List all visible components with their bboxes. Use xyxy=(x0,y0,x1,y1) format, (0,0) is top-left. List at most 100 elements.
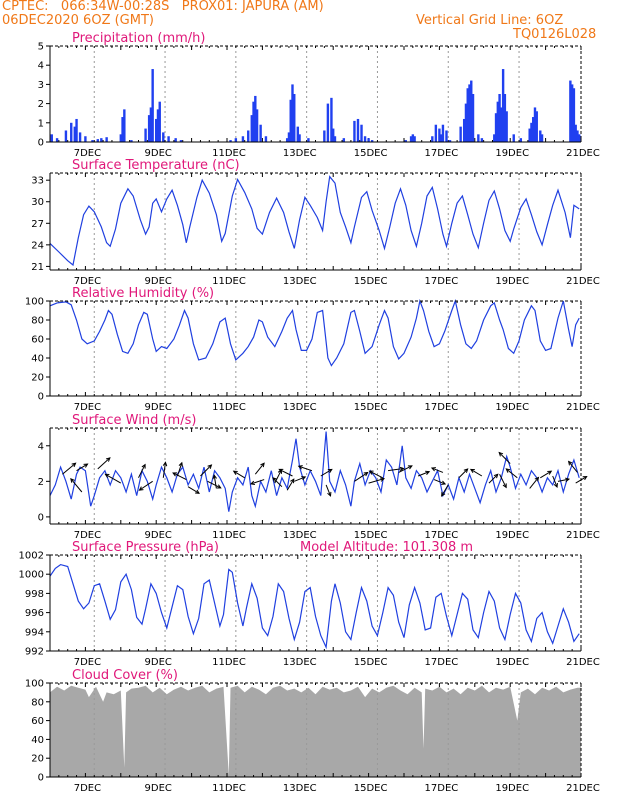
wind-arrow-head xyxy=(105,457,111,462)
precip-bar xyxy=(356,118,360,142)
precip-bar xyxy=(360,124,363,142)
precip-bar xyxy=(367,138,370,142)
press-subtitle: Model Altitude: 101.308 m xyxy=(300,540,473,555)
wind-arrow-head xyxy=(463,468,469,473)
precip-bar xyxy=(241,136,245,142)
y-tick-label: 0 xyxy=(38,138,44,149)
wind-arrow-head xyxy=(71,462,77,468)
precip-bar xyxy=(84,136,87,142)
wind-arrow-head xyxy=(407,465,413,470)
wind-arrow-head xyxy=(502,483,507,489)
precip-bar xyxy=(252,101,255,142)
precip-bar xyxy=(576,130,579,142)
wind-arrow xyxy=(70,478,83,493)
precip-bar xyxy=(158,101,161,142)
precip-bar xyxy=(494,113,498,142)
cloud-title: Cloud Cover (%) xyxy=(72,668,178,683)
precip-bar xyxy=(75,118,78,142)
precip-bar xyxy=(123,109,126,142)
rh-panel: 7DEC 9DEC 11DEC 13DEC 15DEC 17DEC 19DEC 21DEC 0 2… xyxy=(25,286,600,413)
precip-bar xyxy=(167,136,170,142)
precip-bar xyxy=(532,117,535,142)
wind-arrow xyxy=(568,461,578,473)
wind-arrow xyxy=(250,479,265,485)
precip-bar xyxy=(535,111,538,142)
precip-bar xyxy=(179,140,183,142)
y-tick-label: 80 xyxy=(31,697,44,708)
precip-bar xyxy=(466,88,469,142)
wind-arrow xyxy=(431,467,444,473)
precip-bar xyxy=(332,128,335,142)
precip-bar xyxy=(342,138,346,142)
precip-bar xyxy=(229,140,232,142)
wind-arrow-head xyxy=(272,477,278,482)
x-tick-label: 9DEC xyxy=(145,530,172,541)
y-tick-label: 996 xyxy=(25,608,44,619)
precip-bar xyxy=(500,107,503,142)
y-tick-label: 4 xyxy=(38,61,44,72)
x-tick-label: 17DEC xyxy=(425,148,459,159)
wind-arrow-head xyxy=(441,491,446,497)
wind-arrow-head xyxy=(212,474,217,480)
precip-bar xyxy=(512,134,515,142)
header-code: TQ0126L028 xyxy=(513,27,597,42)
precip-bar xyxy=(441,124,445,142)
precip-bar xyxy=(519,138,523,142)
x-tick-label: 19DEC xyxy=(495,530,529,541)
x-tick-label: 7DEC xyxy=(74,530,101,541)
precip-bar xyxy=(285,138,289,142)
x-tick-label: 11DEC xyxy=(212,530,246,541)
wind-arrow xyxy=(498,452,511,464)
y-tick-label: 30 xyxy=(31,197,44,208)
precip-bar xyxy=(105,137,108,142)
precip-bar xyxy=(530,122,533,142)
wind-arrow xyxy=(105,473,122,484)
precip-bar xyxy=(480,138,484,142)
wind-arrow xyxy=(176,462,183,477)
x-tick-label: 7DEC xyxy=(74,402,101,413)
wind-arrow-head xyxy=(567,460,573,466)
x-tick-label: 13DEC xyxy=(283,783,317,794)
precip-bar xyxy=(333,136,337,142)
precip-bar xyxy=(468,84,471,142)
wind-arrow-head xyxy=(104,473,110,478)
wind-arrow-head xyxy=(425,470,431,475)
precip-bar xyxy=(404,140,407,142)
precip-bar xyxy=(363,136,367,142)
wind-arrow-head xyxy=(534,476,540,482)
wind-arrow xyxy=(557,478,570,482)
wind-arrow xyxy=(233,470,245,479)
wind-arrow xyxy=(458,468,469,479)
precip-bar xyxy=(293,94,296,142)
precip-bar xyxy=(64,130,68,142)
precip-bar xyxy=(574,124,577,142)
y-tick-label: 1 xyxy=(38,118,44,129)
wind-series-line xyxy=(49,431,580,512)
precip-bar xyxy=(130,140,133,142)
header-station: CPTEC: 066:34W-00:28S PROX01: JAPURA (AM… xyxy=(2,0,324,14)
precip-bar xyxy=(121,117,124,142)
x-tick-label: 15DEC xyxy=(354,657,388,668)
wind-arrow xyxy=(254,462,265,475)
wind-arrow xyxy=(294,476,306,482)
y-tick-label: 0 xyxy=(38,392,44,403)
header-date: 06DEC2020 6OZ (GMT) xyxy=(2,13,154,28)
wind-arrow xyxy=(207,480,221,489)
precip-bar xyxy=(505,111,508,142)
x-tick-label: 11DEC xyxy=(212,783,246,794)
precip-bar xyxy=(234,138,238,142)
y-tick-label: 998 xyxy=(25,589,44,600)
wind-arrow-head xyxy=(553,482,558,489)
wind-arrow-head xyxy=(172,472,178,477)
x-tick-label: 19DEC xyxy=(495,783,529,794)
y-tick-label: 0 xyxy=(38,773,44,784)
wind-arrow xyxy=(172,472,187,481)
wind-arrow xyxy=(162,462,166,478)
wind-arrow-head xyxy=(469,468,475,474)
y-tick-label: 60 xyxy=(31,716,44,727)
x-tick-label: 11DEC xyxy=(212,148,246,159)
wind-arrow-head xyxy=(138,486,144,491)
precip-bar xyxy=(370,140,374,142)
precip-bar xyxy=(264,136,268,142)
